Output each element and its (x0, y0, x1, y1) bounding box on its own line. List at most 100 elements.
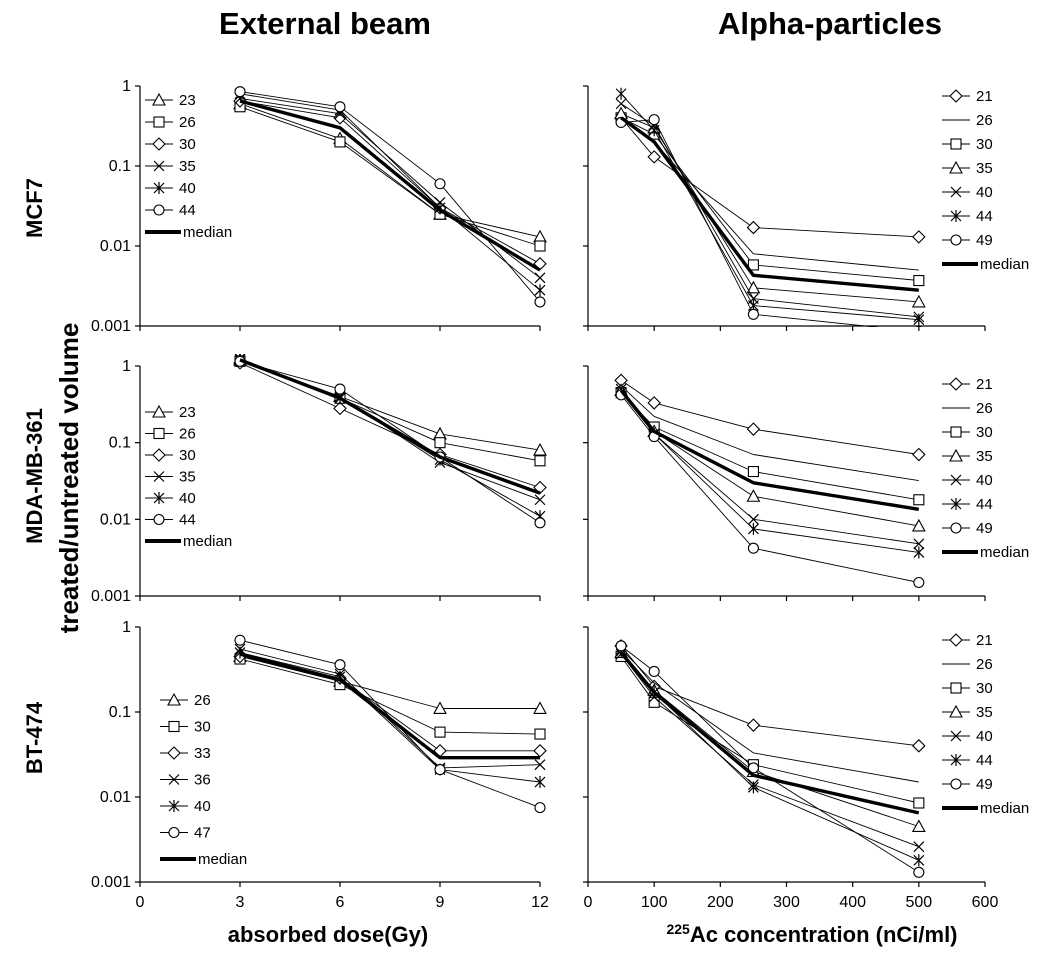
series-line-21 (620, 645, 919, 747)
legend-item-26: 26 (942, 656, 993, 673)
legend-label: 44 (976, 496, 993, 513)
legend-item-35: 35 (942, 448, 993, 465)
series-line-21 (620, 379, 919, 455)
point-49 (915, 326, 922, 327)
legend-item-26: 26 (942, 112, 993, 129)
series-line-median (620, 116, 919, 292)
legend: 26 30 33 36 40 47 median (160, 692, 247, 868)
point-44 (334, 383, 346, 395)
legend-label: 35 (976, 160, 993, 177)
point-26 (334, 136, 346, 148)
legend-item-40: 40 (942, 472, 993, 489)
point-44 (747, 522, 759, 535)
legend-label: 49 (976, 520, 993, 537)
series-line-median (619, 651, 920, 815)
point-44 (534, 517, 546, 529)
y-tick-label: 1 (122, 619, 131, 636)
legend-item-49: 49 (942, 776, 993, 793)
plot-area (233, 354, 547, 529)
legend-label: 26 (976, 400, 993, 417)
legend-label: 23 (179, 404, 196, 421)
legend-marker (950, 778, 962, 790)
row-label-mda-mb-361: MDA-MB-361 (22, 408, 47, 544)
point-21 (912, 739, 926, 753)
point-35 (911, 518, 926, 532)
legend-item-21: 21 (942, 376, 993, 393)
legend-marker (950, 426, 962, 438)
panel-0-0: 0.001 0.01 0.1 1 23 26 30 35 40 44 median (91, 78, 547, 335)
legend-label: 30 (976, 136, 993, 153)
series-line-median (239, 358, 541, 495)
legend-marker (950, 522, 962, 534)
x-tick-label: 3 (236, 894, 245, 911)
legend-label: 49 (976, 232, 993, 249)
point-23 (533, 442, 547, 456)
point-44 (615, 87, 627, 100)
point-26 (534, 240, 546, 252)
legend-item-40: 40 (160, 798, 211, 815)
legend-marker (949, 89, 963, 103)
point-21 (746, 422, 761, 436)
point-30 (913, 494, 925, 506)
point-30 (747, 466, 759, 478)
point-44 (913, 546, 925, 559)
series-line-40 (239, 652, 541, 783)
point-49 (747, 762, 759, 774)
x-tick-label: 6 (336, 894, 345, 911)
series-line-30 (239, 362, 541, 488)
point-35 (534, 494, 546, 506)
panel-2-1: 0 100 200 300 400 500 600 21 26 30 35 40 44 49 median (583, 626, 1029, 911)
point-40 (913, 841, 925, 853)
legend-marker (168, 826, 180, 839)
legend-label: 40 (179, 490, 196, 507)
series-line-49 (621, 119, 880, 327)
point-21 (647, 150, 661, 164)
series-line-35 (620, 390, 919, 527)
legend-marker (949, 160, 963, 174)
point-49 (747, 542, 759, 554)
y-tick-label: 0.1 (109, 158, 131, 175)
legend-marker (167, 746, 181, 760)
y-tick-label: 0.001 (91, 874, 131, 891)
legend-marker (153, 427, 165, 440)
legend-marker (949, 448, 963, 462)
legend-item-35: 35 (145, 158, 196, 175)
point-47 (234, 634, 246, 646)
point-26 (534, 455, 546, 467)
legend: 21 26 30 35 40 44 49 median (942, 88, 1029, 273)
x-tick-label: 100 (641, 894, 668, 911)
legend-label: 44 (179, 512, 196, 529)
legend-marker (950, 498, 962, 510)
legend-marker (950, 234, 962, 246)
point-26 (434, 437, 446, 449)
legend-marker (152, 448, 166, 462)
legend-label: 35 (976, 448, 993, 465)
series-line-26 (620, 385, 919, 482)
legend-marker (950, 754, 962, 766)
legend-item-26: 26 (145, 114, 196, 131)
series-line-44 (239, 360, 541, 524)
series-line-median (239, 652, 540, 760)
series-line-40 (620, 388, 919, 545)
legend-label: 30 (976, 680, 993, 697)
point-30 (648, 696, 660, 708)
point-21 (746, 718, 761, 732)
legend-item-44: 44 (942, 496, 993, 513)
series-line-median (239, 99, 541, 272)
legend-marker (949, 377, 963, 391)
row-label-bt-474: BT-474 (22, 701, 47, 774)
point-21 (746, 220, 761, 235)
legend-label: 30 (179, 447, 196, 464)
point-21 (647, 396, 661, 410)
series-line-44 (620, 392, 919, 553)
x-tick-label: 9 (436, 894, 445, 911)
point-33 (533, 743, 547, 758)
x-tick-label: 300 (773, 894, 800, 911)
y-tick-label: 0.001 (91, 318, 131, 335)
point-30 (913, 274, 925, 287)
legend-label: 26 (179, 426, 196, 443)
point-49 (913, 866, 925, 878)
y-tick-label: 0.1 (109, 435, 131, 452)
series-line-30 (620, 656, 919, 804)
legend-item-40: 40 (145, 180, 196, 197)
